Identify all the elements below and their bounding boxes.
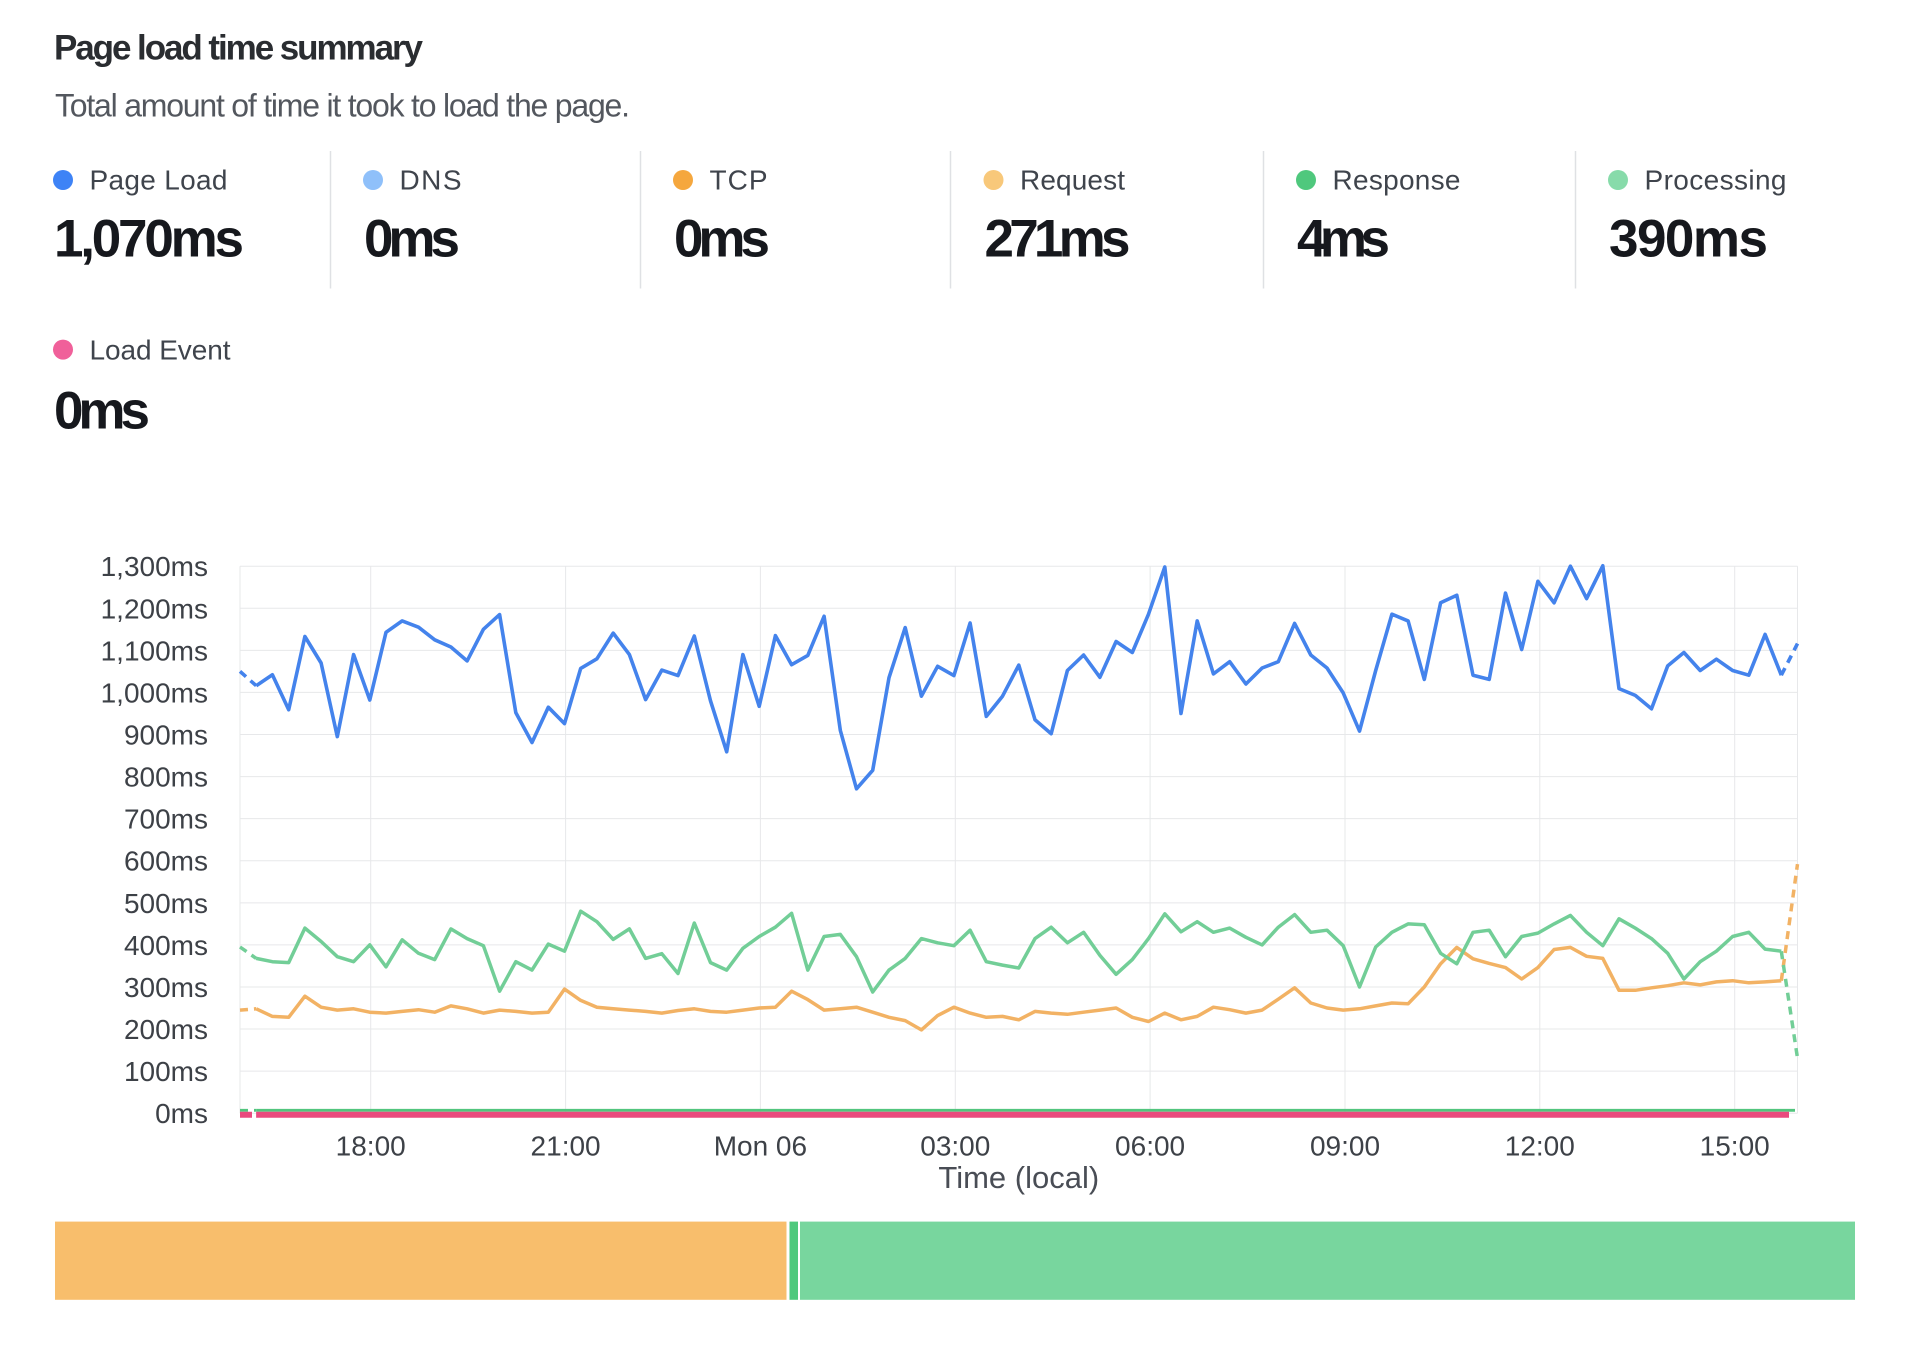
svg-text:1,100ms: 1,100ms [101,635,208,666]
svg-text:390ms: 390ms [1609,210,1768,269]
svg-text:4ms: 4ms [1297,210,1390,269]
svg-text:15:00: 15:00 [1700,1131,1770,1162]
svg-text:Time (local): Time (local) [938,1160,1099,1195]
svg-text:600ms: 600ms [124,846,208,877]
svg-text:Page Load: Page Load [90,164,228,195]
svg-text:12:00: 12:00 [1505,1131,1575,1162]
svg-text:1,200ms: 1,200ms [101,593,208,624]
svg-text:300ms: 300ms [124,972,208,1003]
svg-text:18:00: 18:00 [336,1131,406,1162]
svg-text:1,300ms: 1,300ms [101,551,208,582]
svg-text:TCP: TCP [710,164,768,195]
svg-text:1,000ms: 1,000ms [101,677,208,708]
svg-text:Load Event: Load Event [90,334,231,365]
svg-text:900ms: 900ms [124,720,208,751]
svg-text:1,070ms: 1,070ms [54,210,244,269]
svg-text:0ms: 0ms [674,210,770,269]
svg-text:Request: Request [1020,164,1125,195]
svg-text:DNS: DNS [400,164,462,195]
svg-text:271ms: 271ms [985,210,1131,269]
svg-text:400ms: 400ms [124,930,208,961]
svg-text:500ms: 500ms [124,888,208,919]
svg-text:Total amount of time it took t: Total amount of time it took to load the… [55,87,630,123]
svg-text:200ms: 200ms [124,1014,208,1045]
svg-text:09:00: 09:00 [1310,1131,1380,1162]
svg-text:Page load time summary: Page load time summary [54,28,424,67]
svg-text:100ms: 100ms [124,1056,208,1087]
svg-text:0ms: 0ms [155,1098,208,1129]
svg-text:0ms: 0ms [54,382,150,441]
svg-text:800ms: 800ms [124,762,208,793]
svg-text:Mon 06: Mon 06 [714,1131,807,1162]
svg-text:Response: Response [1333,164,1461,195]
svg-text:21:00: 21:00 [531,1131,601,1162]
svg-text:Processing: Processing [1645,164,1787,195]
svg-text:03:00: 03:00 [920,1131,990,1162]
svg-text:700ms: 700ms [124,804,208,835]
svg-text:0ms: 0ms [364,210,460,269]
svg-text:06:00: 06:00 [1115,1131,1185,1162]
